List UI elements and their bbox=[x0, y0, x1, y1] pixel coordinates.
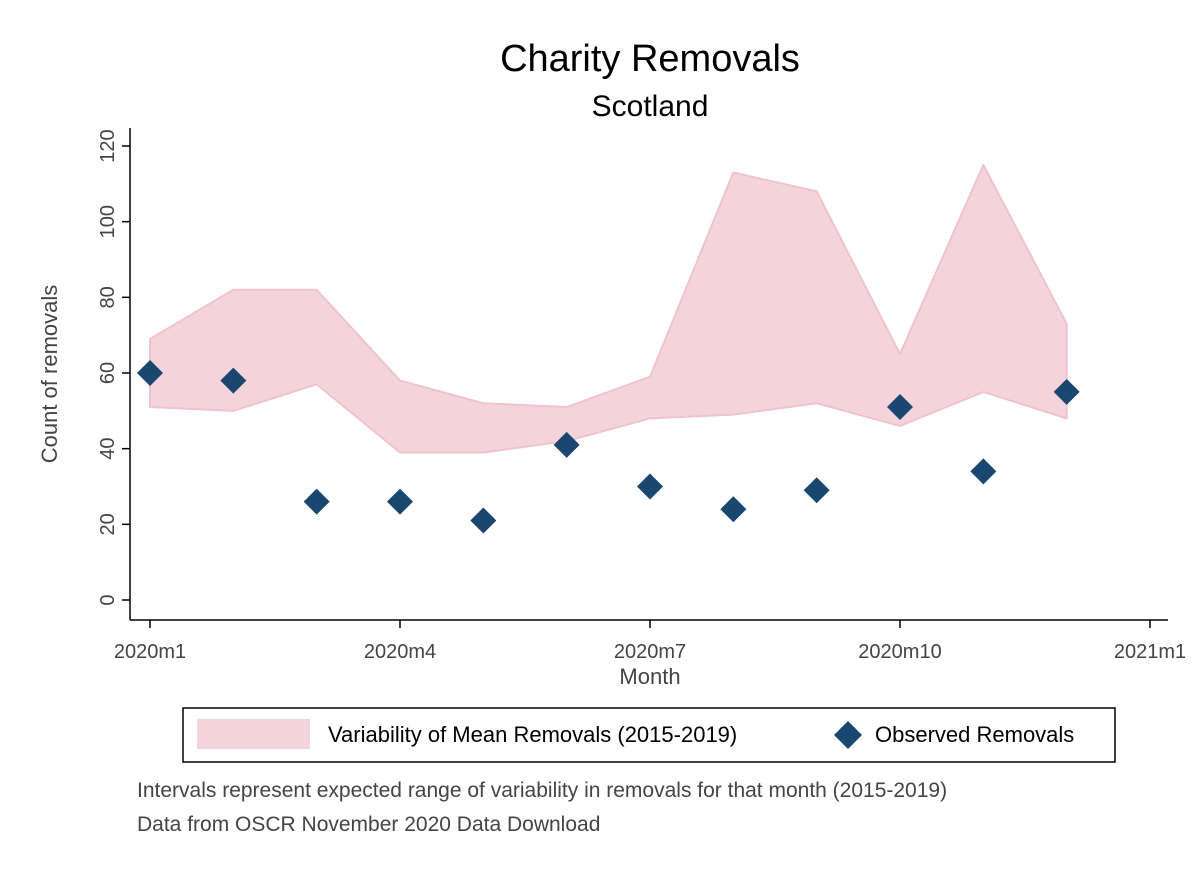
legend-box bbox=[182, 707, 1116, 763]
legend-observed-label: Observed Removals bbox=[875, 722, 1074, 747]
y-tick-label: 0 bbox=[97, 594, 119, 605]
y-axis-title: Count of removals bbox=[37, 285, 62, 464]
x-axis-title: Month bbox=[619, 664, 680, 689]
observed-point bbox=[387, 488, 413, 515]
x-tick-label: 2021m1 bbox=[1114, 641, 1186, 663]
axes: 0 20 40 60 80 100 120 2020m1 2020m4 2020m7 2020m10… bbox=[97, 128, 1186, 663]
observed-points-layer bbox=[137, 360, 1080, 534]
chart-title: Charity Removals bbox=[500, 38, 800, 80]
y-tick-label: 100 bbox=[97, 205, 119, 238]
y-tick-label: 120 bbox=[97, 129, 119, 162]
y-tick-label: 20 bbox=[97, 513, 119, 535]
observed-point bbox=[803, 477, 830, 504]
variability-band-layer bbox=[149, 163, 1068, 601]
legend-diamond-marker bbox=[834, 721, 862, 749]
y-tick-label: 80 bbox=[97, 286, 119, 308]
note-intervals: Intervals represent expected range of va… bbox=[137, 779, 947, 802]
x-tick-label: 2020m10 bbox=[858, 641, 941, 663]
legend-band-label: Variability of Mean Removals (2015-2019) bbox=[328, 722, 737, 747]
x-tick-label: 2020m1 bbox=[114, 641, 186, 663]
observed-point bbox=[637, 473, 663, 500]
observed-point bbox=[970, 458, 997, 485]
variability-band bbox=[149, 163, 1068, 454]
y-tick-label: 60 bbox=[97, 362, 119, 384]
y-tick-label: 40 bbox=[97, 438, 119, 460]
observed-point bbox=[220, 367, 247, 394]
note-source: Data from OSCR November 2020 Data Downlo… bbox=[137, 813, 600, 836]
x-tick-label: 2020m7 bbox=[614, 641, 686, 663]
plot-baseline bbox=[150, 600, 1067, 601]
x-tick-label: 2020m4 bbox=[364, 641, 436, 663]
legend: Variability of Mean Removals (2015-2019)… bbox=[182, 707, 1116, 763]
observed-point bbox=[720, 496, 747, 523]
observed-point bbox=[887, 394, 913, 421]
observed-point bbox=[1053, 378, 1080, 405]
observed-point bbox=[137, 360, 163, 386]
observed-point bbox=[553, 431, 580, 458]
chart-subtitle: Scotland bbox=[592, 90, 709, 123]
observed-point bbox=[470, 507, 497, 534]
legend-band-swatch bbox=[197, 719, 310, 749]
observed-point bbox=[303, 488, 330, 515]
